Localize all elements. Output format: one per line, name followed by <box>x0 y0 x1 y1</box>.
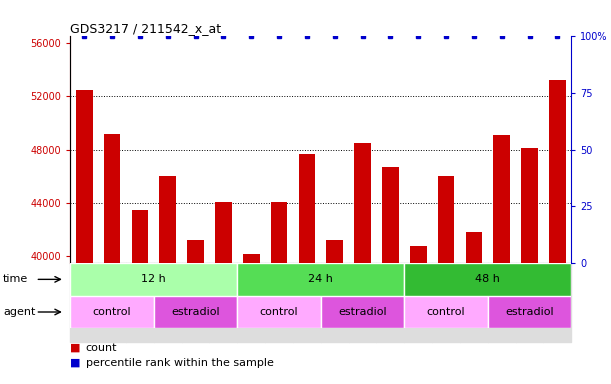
Text: ■: ■ <box>70 358 81 368</box>
Bar <box>382 167 399 384</box>
Text: GDS3217 / 211542_x_at: GDS3217 / 211542_x_at <box>70 22 221 35</box>
Bar <box>321 296 404 328</box>
Bar <box>404 296 488 328</box>
Text: ■: ■ <box>70 343 81 353</box>
Bar <box>187 240 204 384</box>
Bar <box>410 246 426 384</box>
Text: percentile rank within the sample: percentile rank within the sample <box>86 358 273 368</box>
Text: 48 h: 48 h <box>475 274 500 285</box>
Text: count: count <box>86 343 117 353</box>
Text: estradiol: estradiol <box>505 307 554 317</box>
Bar <box>488 296 571 328</box>
Bar <box>243 254 260 384</box>
Bar <box>521 149 538 384</box>
Text: 12 h: 12 h <box>141 274 166 285</box>
Text: 24 h: 24 h <box>309 274 333 285</box>
Bar <box>104 134 120 384</box>
Bar <box>159 176 176 384</box>
Bar <box>215 202 232 384</box>
Text: estradiol: estradiol <box>338 307 387 317</box>
Bar <box>466 232 482 384</box>
Bar <box>154 296 237 328</box>
Text: control: control <box>260 307 298 317</box>
Bar <box>549 81 566 384</box>
Text: time: time <box>3 274 28 285</box>
Bar <box>237 263 404 296</box>
Bar <box>354 143 371 384</box>
Bar <box>404 263 571 296</box>
Bar <box>326 240 343 384</box>
Bar <box>299 154 315 384</box>
Bar <box>437 176 455 384</box>
Text: control: control <box>426 307 466 317</box>
Text: estradiol: estradiol <box>171 307 220 317</box>
Bar <box>70 263 237 296</box>
Text: control: control <box>93 307 131 317</box>
Text: agent: agent <box>3 307 35 317</box>
Bar <box>70 296 154 328</box>
Bar <box>237 296 321 328</box>
Bar <box>76 90 92 384</box>
Bar <box>131 210 148 384</box>
Bar <box>271 202 287 384</box>
Bar <box>493 135 510 384</box>
